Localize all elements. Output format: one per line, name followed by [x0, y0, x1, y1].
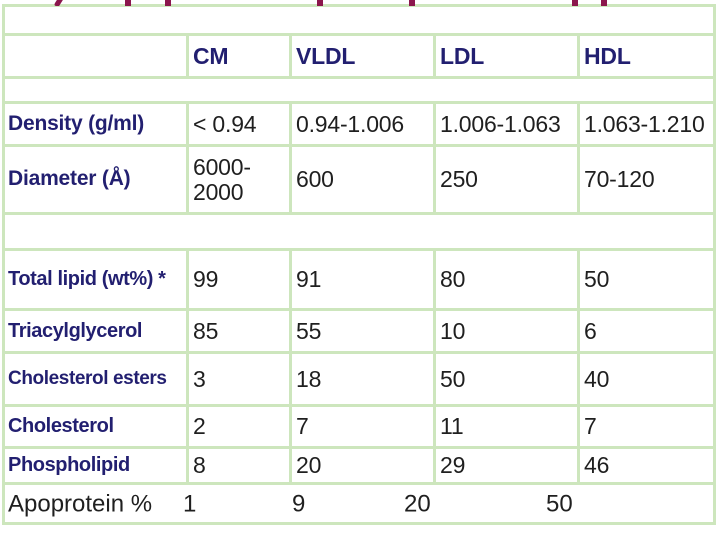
header-blank [5, 36, 186, 76]
cell-phospholipid-hdl: 46 [580, 449, 713, 482]
row-label-density: Density (g/ml) [5, 104, 186, 144]
spacer-row-1 [5, 79, 713, 101]
header-hdl: HDL [580, 36, 713, 76]
cell-total-lipid-vldl: 91 [292, 251, 433, 308]
cell-phospholipid-cm: 8 [189, 449, 289, 482]
cell-cholesterol-esters-hdl: 40 [580, 354, 713, 404]
cell-density-hdl: 1.063-1.210 [580, 104, 713, 144]
cell-apoprotein-vldl: 9 [292, 489, 306, 517]
header-ldl: LDL [436, 36, 577, 76]
spacer-row-top [5, 7, 713, 33]
row-label-cholesterol: Cholesterol [5, 407, 186, 446]
cell-phospholipid-vldl: 20 [292, 449, 433, 482]
title-descender-mark [125, 0, 131, 6]
cell-apoprotein-cm: 1 [183, 489, 197, 517]
cell-cholesterol-esters-vldl: 18 [292, 354, 433, 404]
cell-cholesterol-esters-ldl: 50 [436, 354, 577, 404]
title-descender-mark [572, 0, 578, 6]
cell-diameter-hdl: 70-120 [580, 147, 713, 212]
cell-density-cm: < 0.94 [189, 104, 289, 144]
row-label-apoprotein: Apoprotein % [8, 489, 153, 517]
cell-phospholipid-ldl: 29 [436, 449, 577, 482]
title-descender-mark [409, 0, 415, 6]
cell-total-lipid-ldl: 80 [436, 251, 577, 308]
cell-cholesterol-ldl: 11 [436, 407, 577, 446]
cell-total-lipid-cm: 99 [189, 251, 289, 308]
cell-total-lipid-hdl: 50 [580, 251, 713, 308]
title-descender-mark [165, 0, 171, 6]
cell-cholesterol-esters-cm: 3 [189, 354, 289, 404]
row-label-cholesterol-esters: Cholesterol esters [5, 354, 186, 404]
cell-cholesterol-cm: 2 [189, 407, 289, 446]
row-label-diameter: Diameter (Å) [5, 147, 186, 212]
cell-diameter-vldl: 600 [292, 147, 433, 212]
cell-triacylglycerol-vldl: 55 [292, 311, 433, 351]
cell-triacylglycerol-ldl: 10 [436, 311, 577, 351]
spacer-row-2 [5, 215, 713, 248]
cell-density-ldl: 1.006-1.063 [436, 104, 577, 144]
row-label-phospholipid: Phospholipid [5, 449, 186, 482]
cell-cholesterol-hdl: 7 [580, 407, 713, 446]
cell-triacylglycerol-hdl: 6 [580, 311, 713, 351]
title-descender-mark [601, 0, 607, 6]
header-cm: CM [189, 36, 289, 76]
row-label-total-lipid: Total lipid (wt%) * [5, 251, 186, 308]
cell-diameter-ldl: 250 [436, 147, 577, 212]
cell-apoprotein-ldl: 20 [404, 489, 431, 517]
apoprotein-row: Apoprotein % 1 9 20 50 [5, 485, 713, 522]
title-descender-mark [317, 0, 323, 6]
title-descender-mark [53, 0, 63, 6]
cell-cholesterol-vldl: 7 [292, 407, 433, 446]
row-label-triacylglycerol: Triacylglycerol [5, 311, 186, 351]
cutoff-title-descenders [0, 0, 720, 8]
cell-diameter-cm: 6000- 2000 [189, 147, 289, 212]
header-vldl: VLDL [292, 36, 433, 76]
cell-density-vldl: 0.94-1.006 [292, 104, 433, 144]
lipoprotein-table: CM VLDL LDL HDL Density (g/ml) < 0.94 0.… [2, 4, 716, 525]
cell-triacylglycerol-cm: 85 [189, 311, 289, 351]
cell-apoprotein-hdl: 50 [546, 489, 573, 517]
